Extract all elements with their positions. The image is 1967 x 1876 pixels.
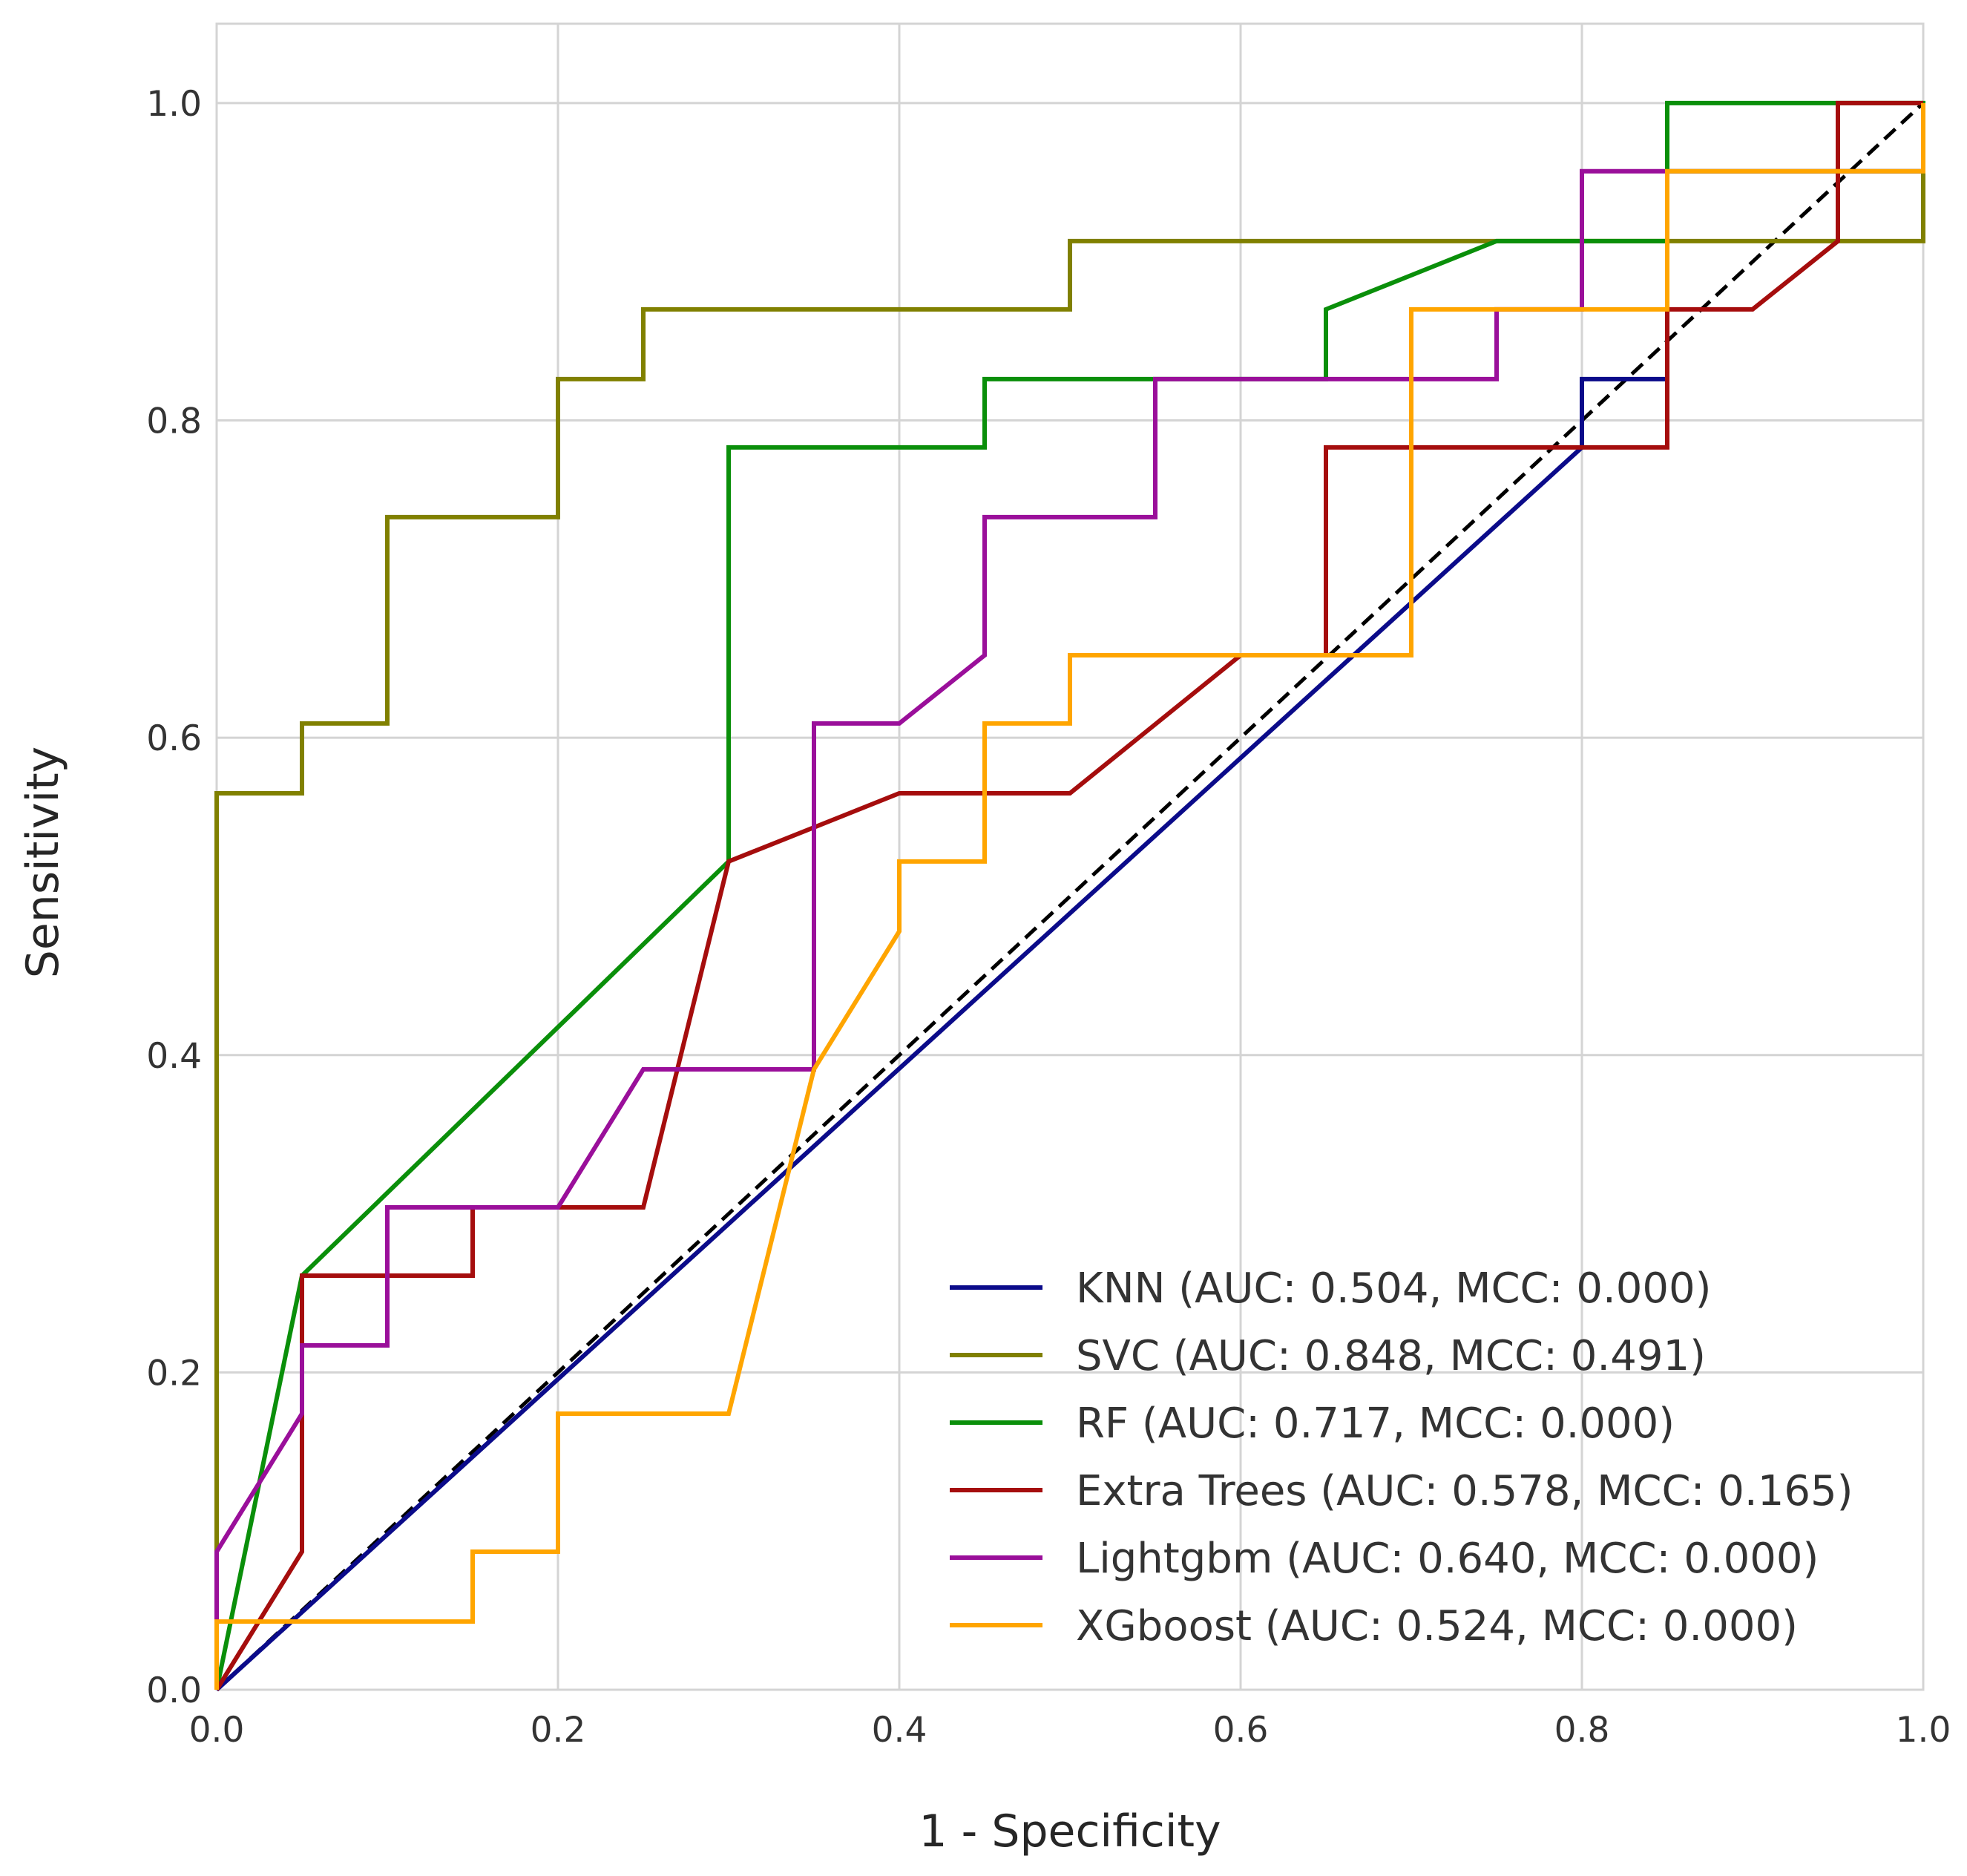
legend-label-xgboost: XGboost (AUC: 0.524, MCC: 0.000) xyxy=(1076,1602,1798,1650)
roc-curve-lightgbm xyxy=(214,168,1667,1690)
x-axis-label: 1 - Specificity xyxy=(919,1806,1221,1857)
legend-label-knn: KNN (AUC: 0.504, MCC: 0.000) xyxy=(1076,1265,1712,1313)
roc-curve-svc xyxy=(214,171,1925,1690)
legend: KNN (AUC: 0.504, MCC: 0.000) SVC (AUC: 0.… xyxy=(950,1265,1853,1650)
x-tick-label: 0.8 xyxy=(1554,1710,1610,1751)
legend-label-extra-trees: Extra Trees (AUC: 0.578, MCC: 0.165) xyxy=(1076,1467,1853,1515)
chance-diagonal-line xyxy=(215,102,1925,1691)
x-tick-label: 0.2 xyxy=(531,1710,586,1751)
roc-curves xyxy=(214,100,1925,1692)
y-tick-label: 0.6 xyxy=(146,718,202,759)
y-tick-label: 0.4 xyxy=(146,1036,202,1077)
legend-label-rf: RF (AUC: 0.717, MCC: 0.000) xyxy=(1076,1400,1675,1448)
y-tick-label: 0.0 xyxy=(146,1670,202,1711)
x-tick-label: 0.4 xyxy=(872,1710,927,1751)
roc-curve-extra-trees xyxy=(214,100,1923,1691)
x-tick-label: 0.0 xyxy=(189,1710,245,1751)
roc-curve-xgboost xyxy=(214,102,1925,1690)
legend-label-lightgbm: Lightgbm (AUC: 0.640, MCC: 0.000) xyxy=(1076,1535,1819,1583)
x-tick-label: 1.0 xyxy=(1896,1710,1951,1751)
y-tick-label: 0.8 xyxy=(146,401,202,442)
chance-diagonal-group xyxy=(215,102,1925,1691)
x-tick-label: 0.6 xyxy=(1213,1710,1269,1751)
y-axis-label: Sensitivity xyxy=(17,747,69,978)
tick-labels: 0.0 0.2 0.4 0.6 0.8 1.0 0.0 0.2 0.4 0.6 0.8 1.0 xyxy=(146,84,1951,1751)
legend-label-svc: SVC (AUC: 0.848, MCC: 0.491) xyxy=(1076,1332,1706,1380)
y-tick-label: 1.0 xyxy=(146,84,202,125)
y-tick-label: 0.2 xyxy=(146,1353,202,1394)
